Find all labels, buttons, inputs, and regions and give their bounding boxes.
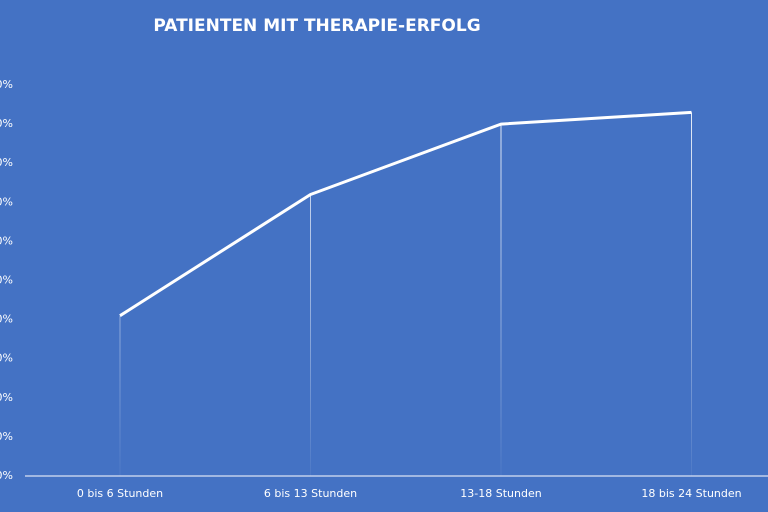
- y-tick-label: 30%: [0, 352, 13, 365]
- y-tick-label: 90%: [0, 117, 13, 130]
- y-tick-label: 0%: [0, 469, 13, 482]
- y-tick-label: 60%: [0, 234, 13, 247]
- line: [119, 110, 692, 317]
- y-tick-label: 40%: [0, 313, 13, 326]
- x-tick-label: 13-18 Stunden: [460, 487, 541, 500]
- y-tick-label: 10%: [0, 430, 13, 443]
- y-tick-label: 50%: [0, 274, 13, 287]
- y-tick-label: 100%: [0, 78, 13, 91]
- x-tick-label: 6 bis 13 Stunden: [264, 487, 357, 500]
- y-tick-label: 70%: [0, 195, 13, 208]
- x-tick-label: 0 bis 6 Stunden: [77, 487, 163, 500]
- y-tick-label: 80%: [0, 156, 13, 169]
- chart-title: PATIENTEN MIT THERAPIE-ERFOLG: [153, 16, 480, 36]
- x-tick-label: 18 bis 24 Stunden: [641, 487, 741, 500]
- y-tick-label: 20%: [0, 391, 13, 404]
